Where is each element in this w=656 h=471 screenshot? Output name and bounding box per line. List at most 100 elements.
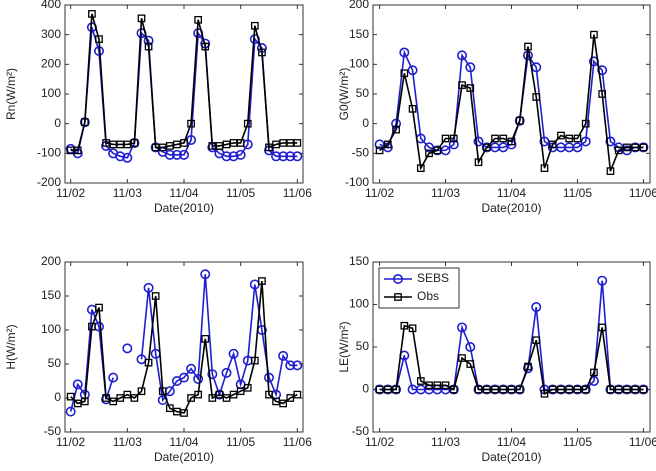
marker <box>374 139 385 150</box>
legend-box <box>378 267 460 309</box>
marker <box>400 69 409 78</box>
marker <box>540 389 549 398</box>
marker <box>272 140 280 149</box>
marker <box>115 151 126 162</box>
y-axis-label: H(W/m²) <box>4 324 18 369</box>
marker <box>66 392 75 401</box>
x-tick-label: 11/05 <box>226 435 255 449</box>
legend-marker <box>394 293 402 301</box>
axes-box <box>64 4 304 184</box>
marker <box>285 360 296 371</box>
marker <box>623 385 631 394</box>
marker <box>235 149 246 160</box>
marker <box>173 407 181 416</box>
marker <box>639 385 648 394</box>
marker <box>392 385 400 394</box>
marker <box>458 354 466 362</box>
marker <box>243 383 252 392</box>
marker <box>116 394 125 402</box>
marker <box>293 139 302 147</box>
marker <box>286 139 295 147</box>
y-tick-label: 0 <box>362 116 369 130</box>
marker <box>540 164 549 173</box>
marker <box>449 385 458 394</box>
x-tick-label: 11/05 <box>563 186 592 200</box>
marker <box>171 149 182 160</box>
marker <box>433 146 442 155</box>
marker <box>590 368 598 377</box>
marker <box>491 134 499 143</box>
marker <box>573 134 582 143</box>
marker <box>621 145 632 156</box>
y-tick-label: 200 <box>349 0 369 11</box>
y-tick-label: -50 <box>352 424 370 438</box>
marker <box>557 131 565 140</box>
marker <box>631 143 640 152</box>
legend-label: Obs <box>417 289 439 303</box>
marker <box>565 134 574 143</box>
marker <box>137 387 146 396</box>
x-tick-label: 11/05 <box>226 186 255 200</box>
y-tick-label: 100 <box>349 57 369 71</box>
subplot: -100 -50 0 50 100 150 200 11/02 11/03 11/04 11/05 1… <box>337 0 656 215</box>
x-tick-label: 11/03 <box>431 186 460 200</box>
marker <box>614 146 623 155</box>
x-tick-label: 11/04 <box>169 435 198 449</box>
marker <box>548 385 557 394</box>
y-tick-label: -50 <box>352 146 370 160</box>
marker <box>383 140 392 149</box>
marker <box>466 84 475 92</box>
marker <box>375 385 384 394</box>
marker <box>524 362 532 371</box>
marker <box>95 303 103 312</box>
x-tick-label: 11/05 <box>563 435 592 449</box>
marker <box>95 35 103 43</box>
x-axis-label: Date(2010) <box>481 450 541 464</box>
marker <box>222 140 231 149</box>
marker <box>180 139 188 147</box>
marker <box>598 90 607 98</box>
marker <box>144 42 153 51</box>
x-tick-label: 11/03 <box>113 435 142 449</box>
marker <box>201 334 210 343</box>
x-axis-label: Date(2010) <box>154 201 214 215</box>
y-tick-label: 100 <box>41 86 61 100</box>
marker <box>572 142 583 153</box>
y-tick-label: 150 <box>41 288 61 302</box>
marker <box>236 139 245 147</box>
marker <box>173 140 181 149</box>
marker <box>165 404 174 413</box>
x-tick-label: 11/02 <box>56 186 85 200</box>
marker <box>221 367 232 378</box>
marker <box>88 10 96 18</box>
x-tick-label: 11/03 <box>431 435 460 449</box>
marker <box>573 385 582 394</box>
marker <box>292 151 303 162</box>
series-line <box>379 324 644 395</box>
x-axis-label: Date(2010) <box>481 201 541 215</box>
marker <box>228 151 239 162</box>
marker <box>400 321 409 330</box>
marker <box>425 381 433 390</box>
marker <box>221 151 232 162</box>
marker <box>285 151 296 162</box>
x-tick-label: 11/02 <box>365 435 394 449</box>
marker <box>123 390 132 399</box>
marker <box>531 302 542 313</box>
marker <box>193 373 204 384</box>
marker <box>272 397 280 406</box>
marker <box>375 146 384 155</box>
marker <box>186 363 197 374</box>
y-tick-label: 100 <box>349 297 369 311</box>
y-tick-label: 300 <box>41 27 61 41</box>
marker <box>151 143 160 152</box>
marker <box>581 119 590 128</box>
marker <box>279 139 288 147</box>
marker <box>286 394 295 402</box>
marker <box>250 21 259 30</box>
marker <box>465 62 476 73</box>
series-line <box>70 13 298 152</box>
y-tick-label: 50 <box>48 356 62 370</box>
marker <box>164 149 175 160</box>
y-tick-label: -100 <box>345 175 369 189</box>
